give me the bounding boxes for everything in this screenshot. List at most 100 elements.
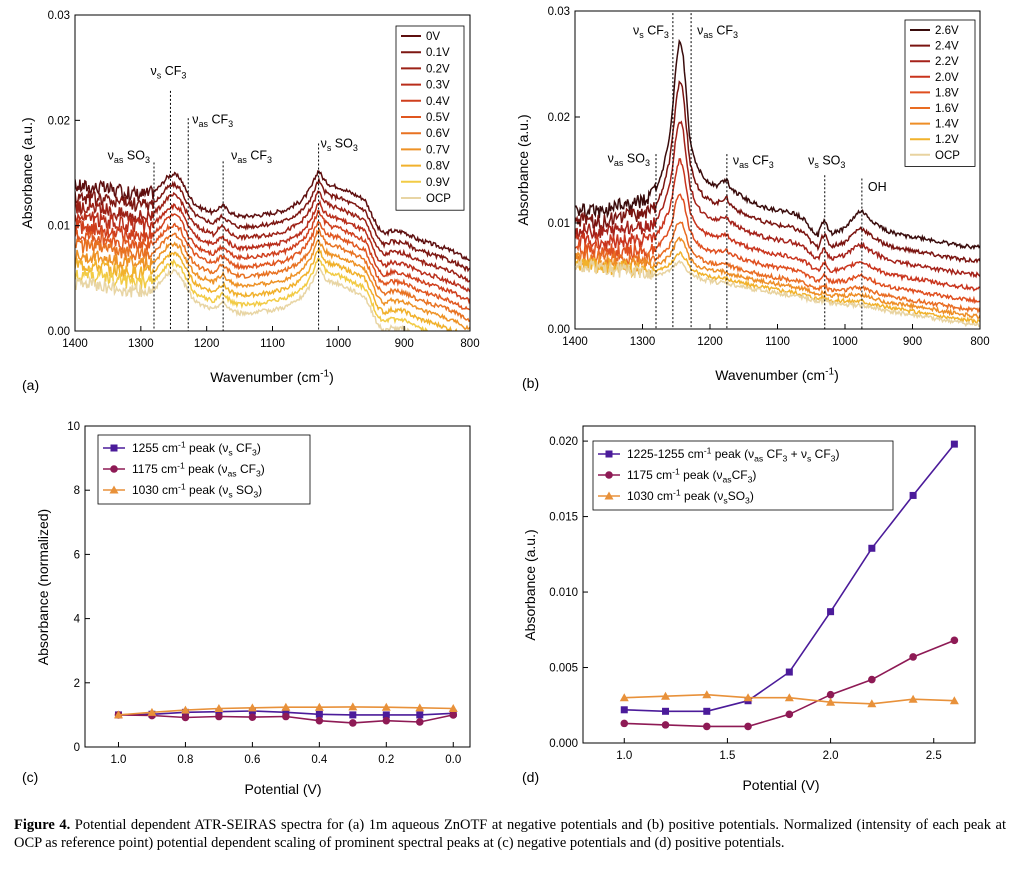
a-legend-label: 0.1V <box>426 47 450 59</box>
d-legend-label: 1030 cm-1​ peak (νs​SO3​) <box>627 487 754 505</box>
d-data-point <box>908 694 918 703</box>
a-annotation-label: νas​ CF3​ <box>192 112 233 129</box>
b-x-tick-label: 1400 <box>562 336 588 348</box>
c-y-tick-label: 8 <box>74 485 80 497</box>
b-annotation-label: νas​ CF3​ <box>733 154 774 171</box>
c-data-point <box>315 710 323 718</box>
c-data-point <box>214 703 224 712</box>
d-data-point <box>826 690 835 699</box>
c-y-axis-label: Absorbance (normalized) <box>35 509 51 665</box>
c-data-point <box>381 702 391 711</box>
a-x-axis-label: Wavenumber (cm-1​) <box>210 369 334 385</box>
b-annotation-label: OH <box>868 180 887 194</box>
d-plot-frame <box>582 425 976 744</box>
d-data-point <box>703 707 711 715</box>
c-data-point <box>448 703 458 712</box>
b-series-1.6V <box>575 221 980 314</box>
a-legend-label: OCP <box>426 193 451 205</box>
d-legend-swatch-marker <box>604 491 614 500</box>
d-y-tick-label: 0.000 <box>549 738 578 750</box>
c-data-point <box>348 702 358 711</box>
d-x-tick-label: 1.0 <box>616 750 632 762</box>
c-data-point <box>282 708 290 716</box>
a-x-tick-label: 1200 <box>194 338 220 350</box>
b-legend-label: 2.2V <box>935 56 959 68</box>
c-x-tick-label: 0.0 <box>445 754 461 766</box>
d-data-point <box>909 653 917 661</box>
d-data-point <box>619 693 629 702</box>
d-y-tick-label: 0.020 <box>549 436 578 448</box>
b-legend-label: 1.6V <box>935 103 959 115</box>
d-y-tick-label: 0.010 <box>549 587 578 599</box>
d-y-axis-label: Absorbance (a.u.) <box>522 529 538 640</box>
b-series-1.2V <box>575 250 980 326</box>
a-annotation-label: νs​ SO3​ <box>321 137 358 154</box>
a-series-0V <box>75 170 470 262</box>
a-series-0.7V <box>75 239 470 331</box>
panel-c-normalized-negative: 1.0 0.8 0.6 0.4 0.2 0.0 0 2 4 6 8 10 Potential (V) Ab… <box>22 421 471 797</box>
a-panel-label: (a) <box>22 377 39 393</box>
d-x-tick-label: 1.5 <box>719 750 735 762</box>
b-annotation-label: νas​ SO3​ <box>608 152 650 169</box>
c-data-point <box>113 710 123 719</box>
c-data-point <box>416 711 424 719</box>
b-y-tick-label: 0.02 <box>548 112 570 124</box>
caption-label: Figure 4. <box>14 817 71 833</box>
d-data-point <box>867 699 877 708</box>
d-data-point <box>785 710 794 719</box>
b-legend-label: OCP <box>935 150 960 162</box>
b-x-tick-label: 1300 <box>630 336 656 348</box>
c-data-point <box>282 712 290 721</box>
c-x-tick-label: 1.0 <box>110 754 126 766</box>
b-annotation-label: νs​ CF3​ <box>633 23 669 40</box>
c-data-point <box>314 702 324 711</box>
b-x-axis-label: Wavenumber (cm-1​) <box>715 367 839 383</box>
panel-d-absorbance-positive: 1.0 1.5 2.0 2.5 0.000 0.005 0.010 0.015 0.020 Pot… <box>522 425 976 793</box>
a-annotation-label: νas​ SO3​ <box>108 148 150 165</box>
d-data-point <box>743 693 753 702</box>
c-x-tick-label: 0.8 <box>177 754 193 766</box>
d-data-point <box>661 721 670 729</box>
c-series-2 <box>113 702 458 719</box>
b-series-2.0V <box>575 158 980 292</box>
c-legend-box <box>97 434 311 505</box>
a-legend-label: 0.8V <box>426 161 450 173</box>
b-x-tick-label: 1000 <box>832 336 858 348</box>
b-legend-label: 1.4V <box>935 119 959 131</box>
d-data-point <box>785 668 793 676</box>
b-legend-label: 1.8V <box>935 87 959 99</box>
b-annotation-label: νs​ SO3​ <box>808 154 845 171</box>
a-series-0.4V <box>75 209 470 305</box>
d-data-point <box>868 544 876 552</box>
c-data-point <box>180 705 190 714</box>
b-spectra-lines <box>575 38 980 328</box>
a-series-0.3V <box>75 199 470 293</box>
a-annotation-label: νs​ CF3​ <box>151 64 187 81</box>
c-legend-label: 1175 cm-1​ peak (νas​ CF3​) <box>132 460 265 478</box>
b-x-tick-label: 800 <box>970 336 989 348</box>
d-legend-label: 1225-1255 cm-1​ peak (νas​ CF3​ + νs​ CF… <box>627 445 839 463</box>
d-data-point <box>662 707 670 715</box>
c-data-point <box>449 711 458 719</box>
c-y-tick-label: 2 <box>74 678 80 690</box>
c-x-axis-label: Potential (V) <box>244 781 321 797</box>
b-series-1.4V <box>575 236 980 320</box>
c-data-point <box>415 703 425 712</box>
d-y-tick-label: 0.005 <box>549 663 578 675</box>
a-legend-box <box>395 25 465 211</box>
c-y-tick-label: 0 <box>74 742 80 754</box>
d-data-point <box>826 697 836 706</box>
c-legend-label: 1255 cm-1​ peak (νs​ CF3​) <box>132 439 261 457</box>
d-panel-label: (d) <box>522 769 539 785</box>
c-legend-swatch-marker <box>110 465 118 473</box>
b-panel-label: (b) <box>522 375 539 391</box>
d-legend-swatch-marker <box>605 450 613 458</box>
a-spectra-lines <box>75 170 470 331</box>
b-series-2.2V <box>575 120 980 279</box>
c-data-point <box>315 716 324 725</box>
c-data-point <box>382 716 391 725</box>
a-series-0.1V <box>75 176 470 273</box>
a-y-tick-label: 0.03 <box>48 10 70 22</box>
a-x-tick-label: 1400 <box>62 338 88 350</box>
c-data-point <box>349 719 357 727</box>
